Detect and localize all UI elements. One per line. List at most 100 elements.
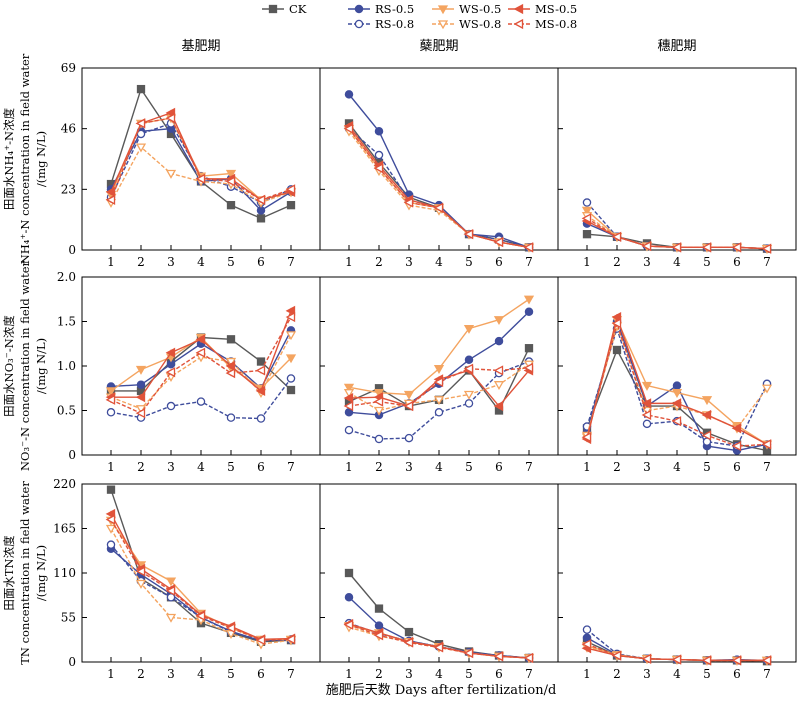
- data-point: [105, 514, 116, 525]
- data-point: [731, 655, 742, 666]
- series-ms-0-5: [105, 107, 296, 205]
- data-point: [463, 229, 474, 240]
- series-line: [348, 128, 530, 249]
- y-tick-label: 69: [61, 61, 76, 75]
- row-3-ylabel: 田面水TN浓度 TN concentration in field water/(…: [2, 481, 48, 665]
- data-point: [105, 387, 117, 397]
- x-tick-label: 6: [733, 255, 741, 269]
- data-point: [524, 307, 534, 316]
- data-point: [761, 655, 772, 666]
- data-point: [226, 201, 236, 210]
- x-tick-label: 6: [733, 667, 741, 681]
- series-ms-0-8: [105, 514, 296, 646]
- data-point: [285, 354, 297, 364]
- y-tick-label: 46: [61, 122, 76, 136]
- data-point: [286, 385, 296, 395]
- data-point: [344, 425, 354, 435]
- legend-label: RS-0.8: [375, 17, 414, 31]
- data-point: [611, 318, 622, 329]
- x-tick-label: 1: [107, 667, 115, 681]
- data-point: [611, 311, 622, 323]
- data-point: [165, 577, 177, 587]
- data-point: [581, 206, 593, 216]
- ylabel-cn: 田面水NH₄⁺-N浓度: [2, 107, 16, 210]
- data-point: [701, 409, 712, 421]
- y-tick-label: 55: [61, 611, 76, 625]
- series-line: [110, 111, 292, 201]
- x-tick-label: 1: [345, 255, 353, 269]
- series-ms-0-5: [105, 305, 296, 403]
- data-point: [642, 419, 652, 429]
- data-point: [285, 305, 296, 316]
- series-line: [348, 130, 530, 249]
- data-point: [701, 242, 712, 253]
- x-tick-label: 3: [167, 255, 175, 269]
- data-point: [165, 585, 176, 596]
- x-tick-label: 1: [107, 255, 115, 269]
- x-tick-label: 7: [525, 460, 533, 474]
- data-point: [581, 432, 592, 443]
- data-point: [701, 396, 713, 406]
- plot-frame: [319, 67, 559, 251]
- x-tick-label: 7: [287, 460, 295, 474]
- data-point: [343, 400, 354, 412]
- x-tick-label: 1: [107, 460, 115, 474]
- row-2-ylabel: 田面水NO₃⁻-N浓度 NO₃⁻-N concentration in field…: [2, 261, 48, 471]
- x-tick-label: 1: [583, 460, 591, 474]
- ylabel-unit: /(mg N/L): [34, 545, 48, 601]
- data-point: [136, 84, 146, 94]
- data-point: [493, 365, 504, 376]
- data-point: [286, 201, 296, 210]
- series-ck: [106, 84, 296, 223]
- data-point: [761, 439, 772, 450]
- data-point: [225, 360, 236, 372]
- x-tick-label: 2: [375, 667, 383, 681]
- panel-r2-c3: 1 2 3 4 5 6 7: [557, 276, 797, 474]
- data-point: [373, 406, 385, 416]
- series-ws-0-8: [343, 360, 535, 416]
- x-tick-label: 5: [703, 255, 711, 269]
- data-point: [344, 90, 354, 99]
- x-axis-label: 施肥后天数 Days after fertilization/d: [326, 683, 557, 698]
- data-point: [255, 385, 266, 397]
- data-point: [493, 400, 504, 412]
- data-point: [433, 365, 445, 374]
- data-point: [195, 347, 206, 358]
- y-tick-label: 0.5: [57, 404, 76, 418]
- legend-entry-ws-0-8: WS-0.8: [432, 17, 501, 31]
- data-point: [523, 652, 534, 664]
- panel-title-2: 蘖肥期: [419, 39, 458, 54]
- series-ck: [344, 119, 534, 252]
- data-point: [582, 230, 592, 239]
- series-ms-0-8: [105, 113, 296, 205]
- x-tick-label: 1: [345, 667, 353, 681]
- x-tick-label: 5: [227, 460, 235, 474]
- data-point: [373, 630, 384, 641]
- x-tick-label: 2: [375, 460, 383, 474]
- panel-title-1: 基肥期: [181, 39, 220, 54]
- data-point: [136, 129, 146, 139]
- x-tick-label: 3: [405, 667, 413, 681]
- data-point: [611, 650, 622, 661]
- y-tick-label: 0: [68, 448, 76, 462]
- legend-label: RS-0.5: [375, 2, 414, 16]
- ylabel-cn: 田面水NO₃⁻-N浓度: [2, 315, 16, 417]
- series-ck: [582, 345, 772, 455]
- series-ws-0-5: [343, 295, 535, 400]
- data-point: [671, 654, 682, 665]
- data-point: [226, 413, 236, 422]
- data-point: [641, 409, 652, 421]
- data-point: [433, 376, 444, 388]
- data-point: [464, 355, 474, 365]
- data-point: [256, 414, 266, 423]
- legend-entry-ck: CK: [262, 2, 307, 16]
- series-line: [586, 348, 768, 452]
- data-point: [195, 334, 206, 345]
- legend-entry-rs-0-5: RS-0.5: [348, 2, 414, 16]
- legend-marker: [354, 19, 364, 29]
- panel-r1-c3: 1 2 3 4 5 6 7: [557, 67, 797, 269]
- ylabel-cn: 田面水TN浓度: [2, 535, 16, 611]
- legend-marker: [437, 20, 449, 30]
- x-tick-label: 7: [763, 460, 771, 474]
- data-point: [671, 242, 682, 253]
